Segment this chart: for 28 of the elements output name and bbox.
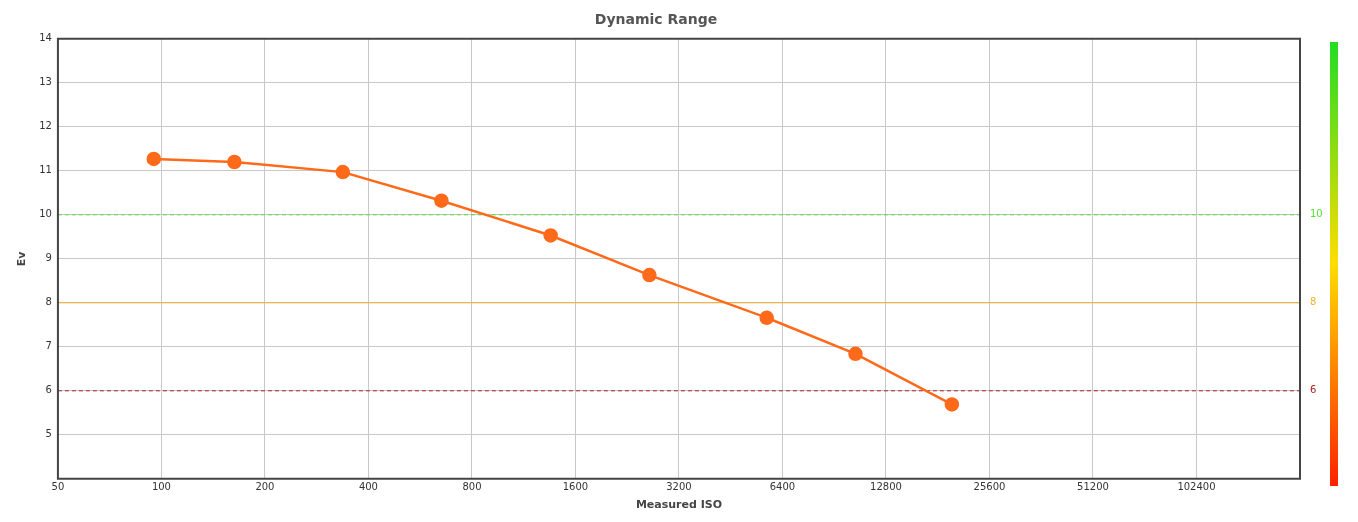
y-tick-label: 10 (39, 208, 52, 220)
x-tick-label: 6400 (769, 481, 796, 493)
y-tick-label: 14 (39, 32, 52, 44)
y-tick-label: 9 (45, 252, 52, 264)
x-axis-title: Measured ISO (635, 498, 723, 512)
x-tick-label: 400 (358, 481, 378, 493)
ref-line-label: 6 (1310, 384, 1317, 396)
x-tick-label: 200 (255, 481, 275, 493)
y-tick-label: 8 (45, 296, 52, 308)
y-axis-title: Ev (15, 250, 29, 267)
y-tick-label: 7 (45, 340, 52, 352)
x-tick-label: 100 (151, 481, 171, 493)
y-tick-label: 6 (45, 384, 52, 396)
y-tick-label: 13 (39, 76, 52, 88)
ref-line-label: 10 (1310, 208, 1323, 220)
y-tick-label: 5 (45, 428, 52, 440)
ref-line-label: 8 (1310, 296, 1317, 308)
chart-title: Dynamic Range (594, 11, 718, 28)
x-tick-label: 51200 (1077, 481, 1109, 493)
x-tick-label: 102400 (1177, 481, 1216, 493)
x-tick-label: 50 (51, 481, 65, 493)
x-tick-label: 800 (462, 481, 482, 493)
y-tick-label: 12 (39, 120, 52, 132)
x-tick-label: 12800 (870, 481, 902, 493)
x-tick-label: 1600 (562, 481, 589, 493)
x-tick-label: 3200 (666, 481, 692, 493)
x-tick-label: 25600 (973, 481, 1006, 493)
y-tick-label: 11 (39, 164, 52, 176)
